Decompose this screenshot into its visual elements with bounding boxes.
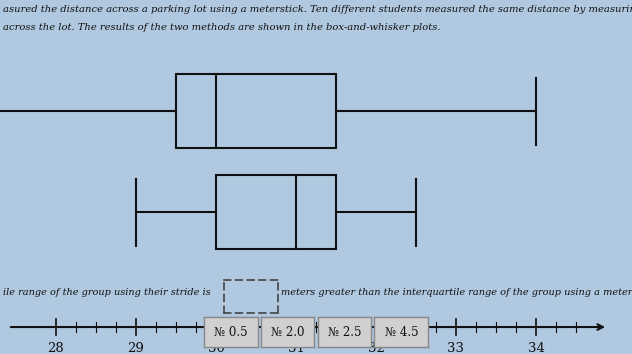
- Text: 29: 29: [128, 342, 145, 354]
- Text: 34: 34: [528, 342, 544, 354]
- Text: № 0.5: № 0.5: [214, 325, 248, 338]
- Text: № 2.0: № 2.0: [270, 325, 305, 338]
- Text: meters greater than the interquartile range of the group using a meterstick.: meters greater than the interquartile ra…: [281, 287, 632, 297]
- Text: 30: 30: [207, 342, 224, 354]
- Text: asured the distance across a parking lot using a meterstick. Ten different stude: asured the distance across a parking lot…: [3, 5, 632, 14]
- Text: across the lot. The results of the two methods are shown in the box-and-whisker : across the lot. The results of the two m…: [3, 23, 441, 32]
- Text: № 4.5: № 4.5: [384, 325, 418, 338]
- Text: 33: 33: [447, 342, 465, 354]
- Text: 32: 32: [368, 342, 384, 354]
- Bar: [176, 74, 336, 148]
- Bar: [216, 175, 336, 250]
- Text: 28: 28: [47, 342, 64, 354]
- Text: ile range of the group using their stride is: ile range of the group using their strid…: [3, 287, 211, 297]
- Text: 31: 31: [288, 342, 305, 354]
- Text: № 2.5: № 2.5: [327, 325, 362, 338]
